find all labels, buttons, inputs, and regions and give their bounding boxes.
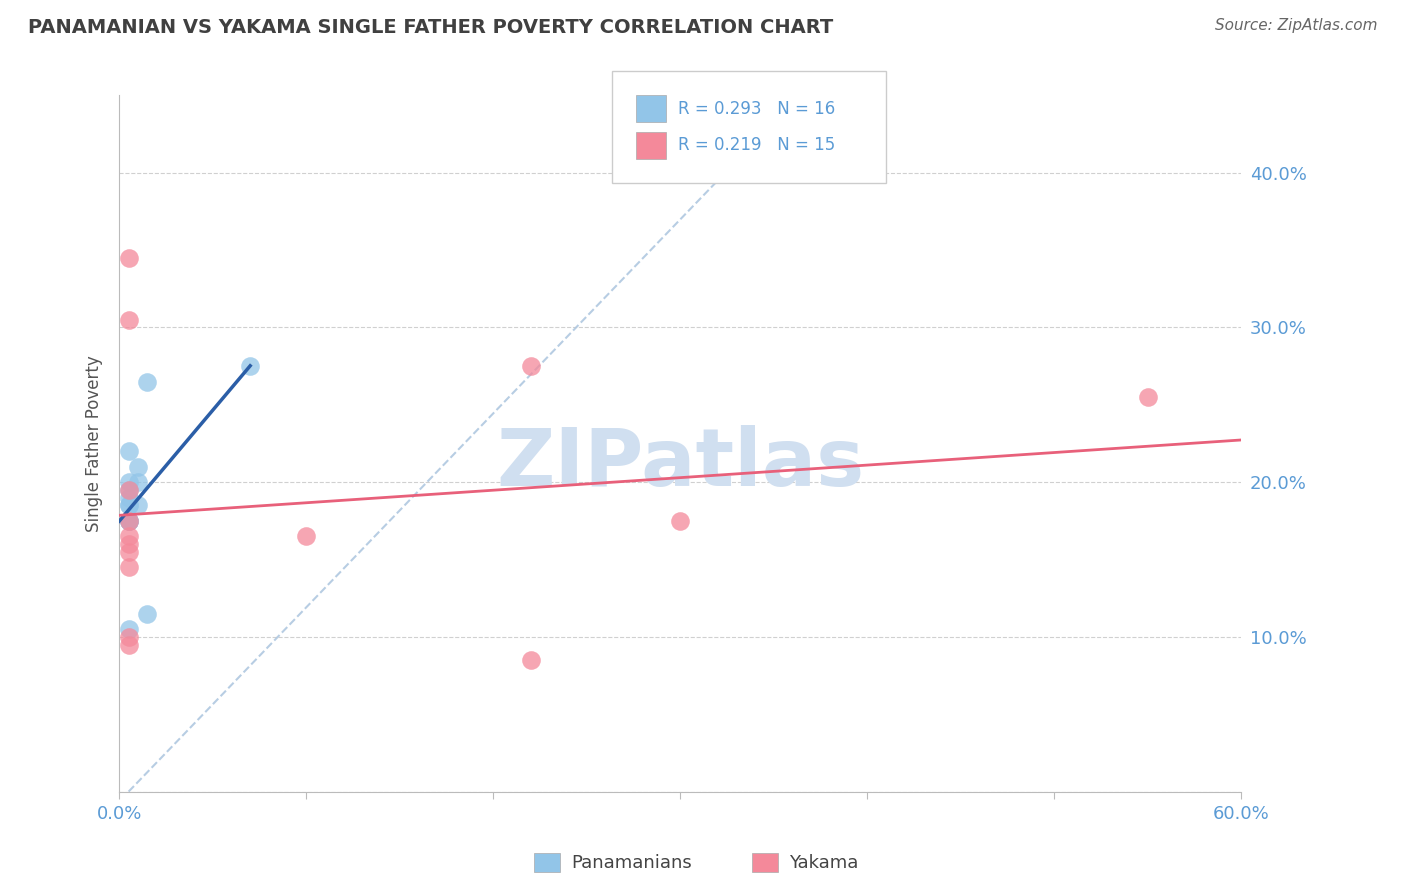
Point: [117, 622, 139, 636]
Point: [239, 359, 262, 373]
Y-axis label: Single Father Poverty: Single Father Poverty: [86, 355, 103, 532]
Point: [519, 359, 541, 373]
Point: [117, 514, 139, 528]
Point: [117, 529, 139, 543]
Text: Source: ZipAtlas.com: Source: ZipAtlas.com: [1215, 18, 1378, 33]
Point: [117, 514, 139, 528]
Text: Yakama: Yakama: [789, 854, 858, 871]
Point: [519, 653, 541, 667]
Point: [127, 475, 149, 489]
Point: [127, 459, 149, 474]
Point: [136, 607, 159, 621]
Point: [117, 491, 139, 505]
Point: [117, 483, 139, 497]
Text: R = 0.219   N = 15: R = 0.219 N = 15: [678, 136, 835, 154]
Point: [117, 312, 139, 326]
Point: [669, 514, 692, 528]
Point: [117, 545, 139, 559]
Point: [1136, 390, 1159, 404]
Point: [295, 529, 318, 543]
Text: PANAMANIAN VS YAKAMA SINGLE FATHER POVERTY CORRELATION CHART: PANAMANIAN VS YAKAMA SINGLE FATHER POVER…: [28, 18, 834, 37]
Point: [117, 499, 139, 513]
Point: [127, 499, 149, 513]
Text: ZIPatlas: ZIPatlas: [496, 425, 865, 503]
Text: Panamanians: Panamanians: [571, 854, 692, 871]
Point: [117, 630, 139, 644]
Point: [117, 514, 139, 528]
Point: [117, 638, 139, 652]
Point: [117, 560, 139, 574]
Point: [136, 375, 159, 389]
Point: [117, 475, 139, 489]
Point: [117, 483, 139, 497]
Text: R = 0.293   N = 16: R = 0.293 N = 16: [678, 100, 835, 118]
Point: [117, 499, 139, 513]
Point: [117, 537, 139, 551]
Point: [117, 514, 139, 528]
Point: [117, 444, 139, 458]
Point: [117, 251, 139, 265]
